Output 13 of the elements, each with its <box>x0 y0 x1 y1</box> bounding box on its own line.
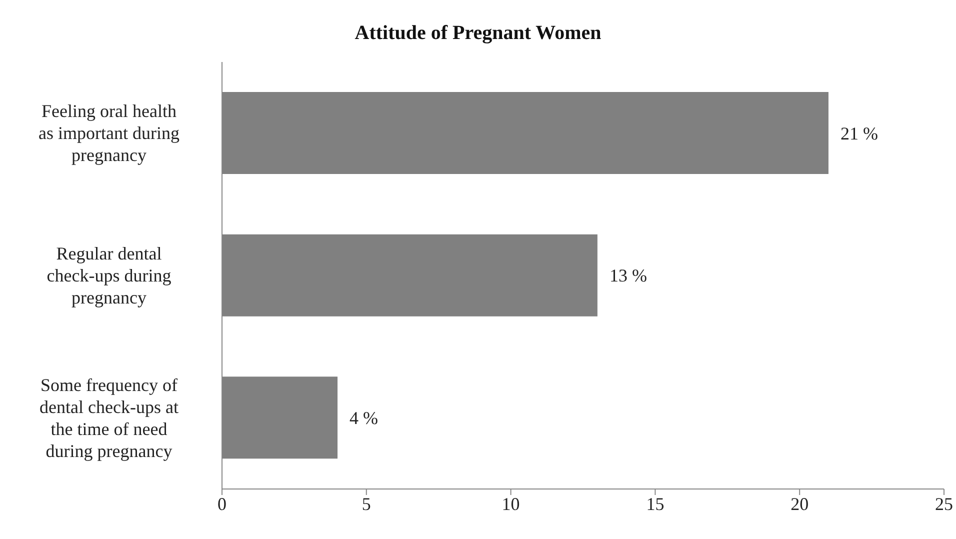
x-tick-label: 10 <box>502 494 520 514</box>
data-label: 13 % <box>609 266 647 286</box>
data-label: 4 % <box>350 408 378 428</box>
y-tick-label: Some frequency of dental check-ups at the time of need during pregnancy <box>40 374 178 461</box>
x-tick-label: 0 <box>218 494 226 514</box>
y-tick-label: Feeling oral health as important during pregnancy <box>38 101 180 166</box>
x-tick-label: 20 <box>790 494 809 514</box>
x-tick-label: 5 <box>362 494 371 514</box>
x-tick-label: 25 <box>935 494 953 514</box>
y-tick-label: Regular dental check-ups during pregnancy <box>46 244 172 308</box>
chart-title: Attitude of Pregnant Women <box>354 22 602 45</box>
data-label: 21 % <box>840 123 878 144</box>
x-tick-label: 15 <box>646 494 664 514</box>
